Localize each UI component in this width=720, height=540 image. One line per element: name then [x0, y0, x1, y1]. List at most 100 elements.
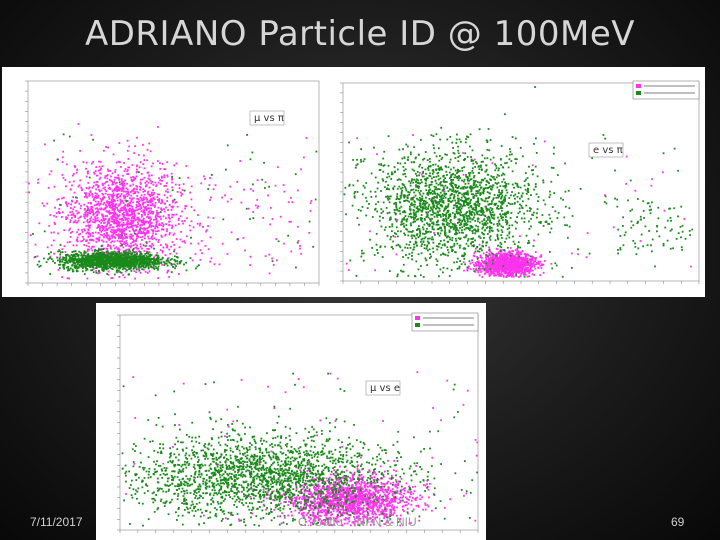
scatter-point [61, 156, 64, 159]
scatter-point [505, 161, 508, 164]
scatter-point [189, 229, 192, 232]
scatter-point [128, 226, 131, 229]
scatter-point [67, 254, 70, 256]
scatter-point [102, 266, 105, 268]
scatter-point [86, 268, 89, 271]
scatter-point [396, 219, 399, 221]
scatter-point [514, 266, 517, 268]
scatter-point [143, 167, 146, 170]
scatter-point [145, 207, 148, 210]
scatter-point [125, 262, 127, 264]
scatter-point [497, 263, 500, 266]
scatter-point [209, 177, 211, 179]
scatter-point [504, 272, 507, 275]
scatter-point [89, 255, 91, 258]
scatter-point [185, 261, 187, 264]
scatter-point [100, 208, 103, 211]
scatter-point [86, 265, 89, 267]
scatter-point [106, 201, 109, 204]
scatter-point [148, 254, 151, 257]
scatter-point [378, 219, 381, 222]
scatter-point [108, 256, 110, 259]
scatter-point [496, 254, 499, 257]
scatter-point [133, 265, 136, 268]
scatter-point [499, 266, 502, 269]
scatter-point [521, 268, 524, 270]
scatter-point [457, 152, 460, 155]
scatter-point [123, 254, 125, 257]
scatter-point [461, 169, 464, 172]
scatter-point [195, 267, 197, 270]
scatter-point [125, 242, 128, 244]
scatter-point [105, 190, 108, 193]
scatter-point [50, 244, 53, 247]
scatter-point [150, 236, 153, 238]
scatter-point [498, 260, 500, 262]
scatter-point [119, 202, 122, 204]
scatter-point [503, 268, 506, 271]
scatter-point [604, 195, 607, 198]
scatter-point [58, 250, 61, 252]
scatter-point [54, 206, 56, 209]
scatter-point [76, 168, 79, 171]
scatter-point [91, 263, 94, 265]
scatter-point [73, 191, 76, 194]
scatter-point [142, 223, 145, 226]
scatter-point [104, 176, 106, 179]
scatter-point [488, 273, 491, 275]
scatter-point [495, 267, 498, 270]
scatter-point [501, 261, 504, 264]
scatter-point [123, 234, 126, 237]
scatter-point [85, 192, 88, 195]
scatter-point [175, 162, 178, 165]
scatter-point [147, 252, 149, 255]
scatter-point [500, 271, 503, 273]
scatter-point [222, 218, 225, 221]
scatter-point [472, 267, 475, 270]
scatter-point [474, 208, 476, 211]
scatter-point [482, 262, 485, 264]
scatter-point [513, 243, 516, 246]
scatter-point [122, 236, 124, 239]
scatter-point [506, 221, 509, 224]
scatter-point [87, 253, 90, 256]
scatter-point [171, 181, 173, 184]
scatter-point [438, 202, 441, 205]
scatter-point [88, 221, 91, 223]
scatter-point [542, 271, 545, 274]
scatter-point [156, 226, 159, 229]
scatter-point [76, 196, 79, 199]
scatter-point [116, 256, 119, 259]
scatter-point [352, 184, 355, 187]
scatter-point [190, 236, 192, 239]
scatter-point [476, 220, 479, 223]
scatter-point [87, 261, 89, 264]
scatter-point [80, 186, 83, 189]
scatter-point [409, 153, 412, 156]
scatter-point [166, 228, 168, 231]
scatter-point [469, 262, 472, 265]
scatter-point [52, 231, 55, 234]
scatter-point [155, 184, 158, 187]
scatter-point [464, 182, 467, 185]
scatter-point [481, 267, 484, 270]
scatter-point [45, 261, 48, 264]
scatter-point [511, 274, 514, 277]
scatter-point [122, 213, 125, 216]
scatter-point [44, 143, 46, 146]
scatter-point [457, 170, 460, 173]
scatter-point [74, 255, 77, 258]
scatter-point [126, 149, 129, 152]
scatter-point [134, 259, 137, 262]
scatter-point [109, 206, 112, 209]
scatter-point [128, 208, 130, 211]
scatter-point [143, 257, 146, 260]
scatter-point [83, 244, 86, 246]
scatter-point [184, 241, 187, 244]
scatter-point [87, 207, 89, 210]
scatter-point [138, 205, 140, 208]
scatter-point [534, 257, 536, 259]
scatter-point [512, 240, 515, 243]
scatter-point [384, 226, 387, 229]
scatter-point [370, 172, 373, 175]
